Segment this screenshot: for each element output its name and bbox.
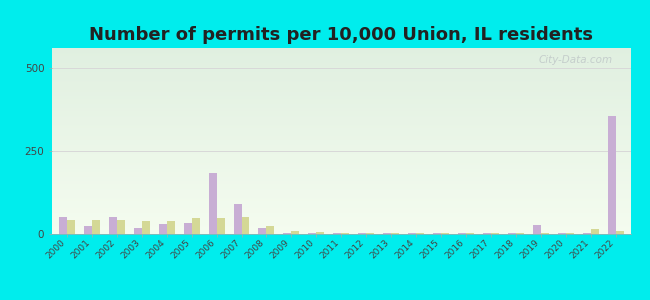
- Bar: [159, 224, 166, 234]
- Bar: [433, 233, 441, 234]
- Bar: [558, 233, 566, 234]
- Bar: [142, 221, 150, 234]
- Bar: [566, 233, 574, 234]
- Bar: [216, 218, 224, 234]
- Bar: [266, 226, 274, 234]
- Bar: [242, 217, 250, 234]
- Bar: [582, 233, 591, 234]
- Title: Number of permits per 10,000 Union, IL residents: Number of permits per 10,000 Union, IL r…: [89, 26, 593, 44]
- Bar: [483, 233, 491, 234]
- Bar: [366, 233, 374, 234]
- Bar: [391, 233, 399, 234]
- Bar: [416, 233, 424, 234]
- Bar: [283, 233, 291, 234]
- Text: City-Data.com: City-Data.com: [539, 56, 613, 65]
- Bar: [192, 218, 200, 234]
- Bar: [92, 220, 100, 234]
- Bar: [291, 231, 300, 234]
- Bar: [591, 229, 599, 234]
- Bar: [358, 233, 366, 234]
- Bar: [233, 204, 242, 234]
- Bar: [166, 221, 175, 234]
- Bar: [84, 226, 92, 234]
- Bar: [508, 233, 516, 234]
- Bar: [117, 220, 125, 234]
- Bar: [491, 233, 499, 234]
- Bar: [441, 233, 449, 234]
- Bar: [608, 116, 616, 234]
- Bar: [533, 225, 541, 234]
- Bar: [67, 220, 75, 234]
- Bar: [317, 232, 324, 234]
- Bar: [308, 233, 317, 234]
- Bar: [408, 233, 416, 234]
- Bar: [516, 233, 524, 234]
- Bar: [541, 233, 549, 234]
- Bar: [184, 224, 192, 234]
- Bar: [209, 172, 216, 234]
- Bar: [333, 233, 341, 234]
- Bar: [259, 228, 266, 234]
- Bar: [59, 218, 67, 234]
- Bar: [466, 233, 474, 234]
- Bar: [134, 228, 142, 234]
- Bar: [341, 233, 349, 234]
- Bar: [109, 218, 117, 234]
- Bar: [383, 233, 391, 234]
- Bar: [616, 231, 623, 234]
- Bar: [458, 233, 466, 234]
